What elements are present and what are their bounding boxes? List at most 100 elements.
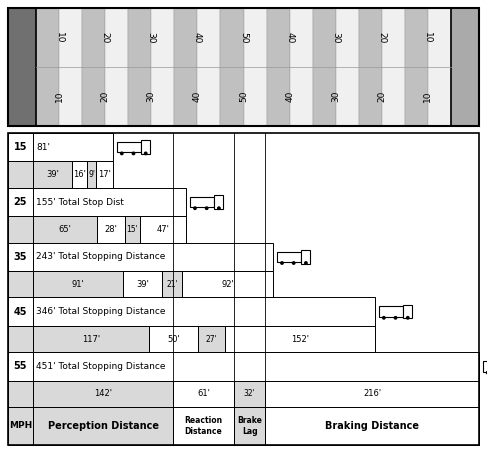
Bar — [336, 8, 359, 126]
Bar — [359, 8, 382, 126]
Text: 35: 35 — [14, 252, 27, 262]
Text: 40: 40 — [193, 32, 202, 43]
Text: 10: 10 — [55, 91, 64, 102]
Bar — [382, 8, 405, 126]
Bar — [33, 133, 113, 161]
Text: Braking Distance: Braking Distance — [325, 421, 419, 431]
Text: 30: 30 — [147, 32, 156, 43]
Text: 81': 81' — [36, 143, 50, 152]
Text: 20: 20 — [101, 32, 110, 43]
Text: 32': 32' — [244, 389, 256, 398]
Text: 55: 55 — [14, 361, 27, 372]
Bar — [8, 8, 36, 126]
Circle shape — [393, 316, 397, 320]
Text: 117': 117' — [82, 335, 100, 344]
Text: Perception Distance: Perception Distance — [48, 421, 159, 431]
Bar — [33, 271, 123, 297]
Text: 25: 25 — [14, 197, 27, 207]
Text: 152': 152' — [291, 335, 309, 344]
Text: 30: 30 — [331, 32, 340, 43]
Bar — [59, 8, 82, 126]
Bar — [33, 188, 187, 216]
Text: 40: 40 — [285, 91, 294, 102]
Circle shape — [131, 152, 135, 155]
Bar — [162, 271, 182, 297]
Bar — [234, 407, 265, 445]
Bar — [8, 271, 33, 297]
Bar — [33, 216, 97, 243]
Text: 21': 21' — [166, 280, 178, 289]
Bar — [8, 161, 33, 188]
Bar — [36, 8, 59, 126]
Text: 28': 28' — [105, 225, 117, 234]
Bar — [33, 326, 149, 352]
Bar — [8, 381, 33, 407]
Bar — [8, 8, 479, 126]
Text: 10: 10 — [423, 91, 432, 102]
Circle shape — [304, 261, 308, 265]
Circle shape — [205, 206, 208, 210]
Text: 47': 47' — [157, 225, 169, 234]
Text: 27': 27' — [206, 335, 217, 344]
Text: Reaction
Distance: Reaction Distance — [185, 416, 223, 436]
Bar — [313, 8, 336, 126]
Text: 45: 45 — [14, 307, 27, 317]
Circle shape — [292, 261, 296, 265]
Bar — [8, 133, 33, 161]
Text: 16': 16' — [73, 170, 86, 179]
Text: 20: 20 — [377, 32, 386, 43]
Circle shape — [120, 152, 124, 155]
Bar — [428, 8, 451, 126]
Bar — [277, 252, 300, 262]
Text: 216': 216' — [363, 389, 381, 398]
Bar — [8, 407, 33, 445]
Bar — [33, 161, 72, 188]
Bar — [128, 8, 151, 126]
Circle shape — [217, 206, 221, 210]
Bar — [8, 133, 479, 445]
Bar — [140, 216, 187, 243]
Text: 50: 50 — [239, 91, 248, 102]
Bar — [8, 243, 33, 271]
Bar — [8, 188, 33, 216]
Text: 20: 20 — [377, 91, 386, 102]
Bar — [173, 407, 234, 445]
Circle shape — [406, 316, 410, 320]
Text: 61': 61' — [197, 389, 210, 398]
Text: 155' Total Stop Dist: 155' Total Stop Dist — [36, 198, 124, 207]
Text: 346' Total Stopping Distance: 346' Total Stopping Distance — [36, 307, 166, 316]
Text: 39': 39' — [136, 280, 149, 289]
Bar — [483, 361, 487, 372]
Circle shape — [193, 206, 197, 210]
Bar — [265, 407, 479, 445]
Bar — [33, 243, 273, 271]
Text: 30: 30 — [331, 91, 340, 102]
Text: 17': 17' — [98, 170, 111, 179]
Bar — [225, 326, 375, 352]
Text: 451' Total Stopping Distance: 451' Total Stopping Distance — [36, 362, 166, 371]
Bar — [87, 161, 96, 188]
Bar — [244, 8, 266, 126]
Bar — [123, 271, 162, 297]
Bar — [265, 381, 479, 407]
Bar — [125, 216, 140, 243]
Circle shape — [144, 152, 148, 155]
Text: 40: 40 — [285, 32, 294, 43]
Text: 65': 65' — [59, 225, 72, 234]
Bar — [214, 195, 224, 209]
Bar — [33, 297, 375, 326]
Bar — [117, 142, 141, 152]
Bar — [97, 216, 125, 243]
Bar — [33, 381, 173, 407]
Text: 30: 30 — [147, 91, 156, 102]
Bar — [173, 381, 234, 407]
Bar — [234, 381, 265, 407]
Bar — [451, 8, 479, 126]
Text: 9': 9' — [88, 170, 95, 179]
Bar — [198, 326, 225, 352]
Text: 92': 92' — [222, 280, 234, 289]
Bar — [174, 8, 197, 126]
Bar — [301, 250, 310, 264]
Bar — [8, 326, 33, 352]
Bar — [8, 352, 33, 381]
